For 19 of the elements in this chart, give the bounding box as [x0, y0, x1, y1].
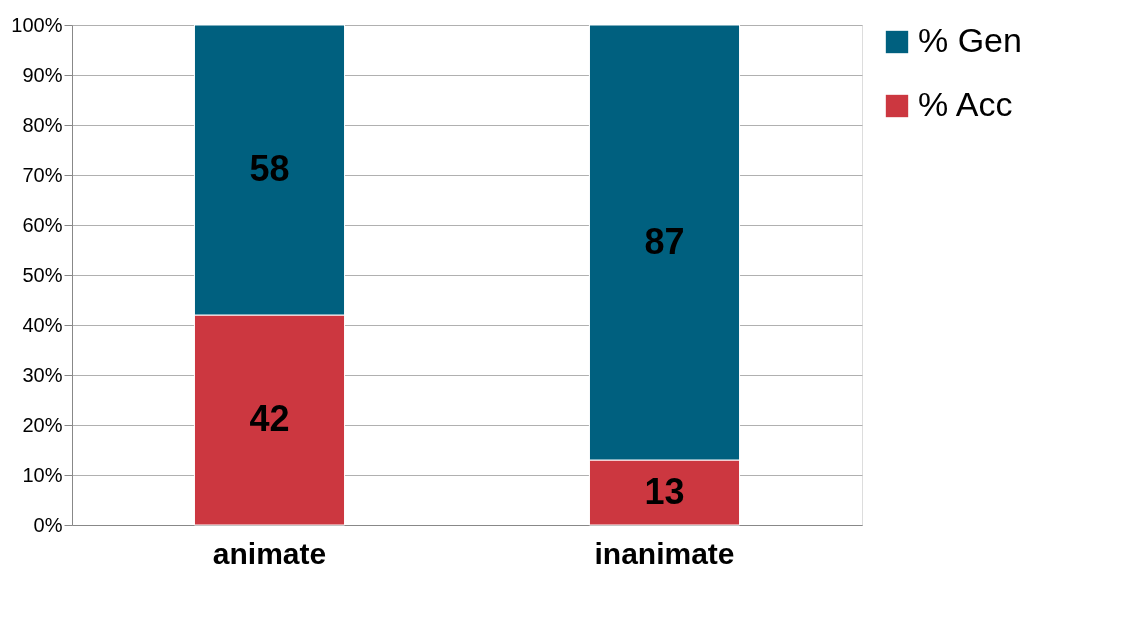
legend-label: % Gen	[918, 21, 1022, 59]
x-tick-label: animate	[212, 536, 327, 570]
y-tick-label: 60%	[22, 213, 63, 236]
data-label: 42	[249, 398, 290, 439]
y-tick-label: 40%	[22, 313, 63, 336]
data-label: 58	[249, 148, 290, 189]
y-tick-label: 20%	[22, 413, 63, 436]
y-tick-label: 50%	[22, 263, 63, 286]
legend-label: % Acc	[918, 85, 1013, 123]
y-tick-label: 90%	[22, 63, 63, 86]
y-tick-label: 80%	[22, 113, 63, 136]
y-tick-label: 100%	[11, 13, 63, 36]
y-tick-label: 30%	[22, 363, 63, 386]
y-tick-label: 0%	[33, 513, 63, 536]
y-tick-label: 10%	[22, 463, 63, 486]
data-label: 87	[644, 220, 685, 262]
x-tick-label: inanimate	[594, 536, 735, 570]
y-tick-label: 70%	[22, 163, 63, 186]
data-label: 13	[644, 470, 685, 512]
